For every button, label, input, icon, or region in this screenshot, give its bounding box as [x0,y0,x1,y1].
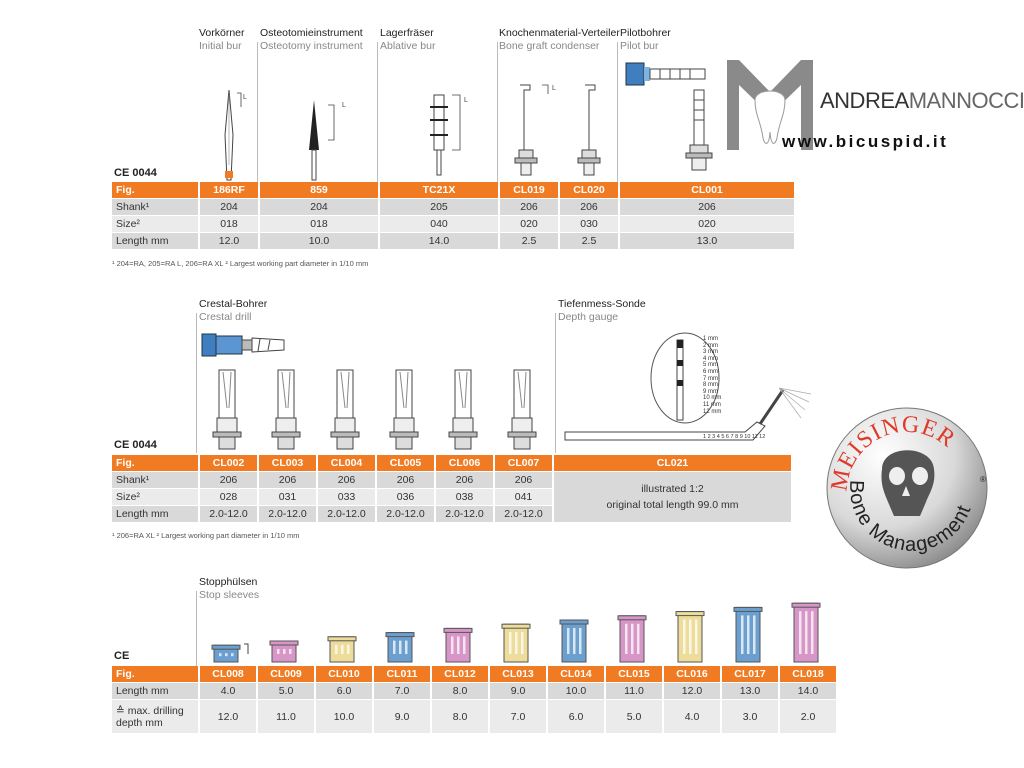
header-osteotomy: Osteotomieinstrument Osteotomy instrumen… [260,27,363,52]
brand-name: ANDREAMANNOCCI [820,88,1024,113]
length-marker [244,643,249,654]
header-ablative: Lagerfräser Ablative bur [380,27,436,52]
stop-sleeve-cl008 [211,644,241,663]
table-row: ≙ max. drilling depth mm 12.0 11.0 10.0 … [112,700,836,734]
gauge-note: illustrated 1:2 original total length 99… [554,472,791,523]
divider [555,313,556,453]
pilot-bur-illustration [625,62,713,171]
section1-table: Fig. 186RF 859 TC21X CL019 CL020 CL001 S… [110,182,796,250]
stop-sleeve-cl011 [385,632,415,663]
tooth-logo-icon [727,60,813,150]
header-pilot: Pilotbohrer Pilot bur [620,27,671,52]
section3-table: Fig. CL008 CL009 CL010 CL011 CL012 CL013… [110,666,838,734]
ce-mark: CE [114,650,130,662]
crestal-drill-handpiece [201,333,285,357]
ablative-illustration: L [430,94,468,176]
divider [617,42,618,182]
osteotomy-illustration: L [309,100,346,181]
stop-sleeve-cl010 [327,636,357,663]
header-initial-bur: Vorkörner Initial bur [199,27,245,52]
stop-sleeve-cl013 [501,623,531,663]
stop-sleeve-cl018 [791,602,821,663]
table-row: Fig. 186RF 859 TC21X CL019 CL020 CL001 [112,182,794,199]
ce-mark: CE 0044 [114,439,157,451]
initial-bur-illustration: L [224,89,247,181]
registered-mark: ® [980,475,986,484]
stop-sleeve-cl009 [269,640,299,663]
table-row: Length mm 12.0 10.0 14.0 2.5 2.5 13.0 [112,233,794,250]
section2-table: Fig. CL002 CL003 CL004 CL005 CL006 CL007… [110,455,793,523]
stop-sleeve-cl012 [443,627,473,663]
stop-sleeve-cl016 [675,611,705,663]
footnote: ¹ 204=RA, 205=RA L, 206=RA XL ² Largest … [112,259,369,268]
bone-graft-illustration: L [514,84,601,176]
gauge-mm-labels: 1 mm 2 mm 3 mm 4 mm 5 mm 6 mm 7 mm 8 mm … [703,336,722,415]
table-row: Length mm 4.0 5.0 6.0 7.0 8.0 9.0 10.0 1… [112,683,836,700]
table-row: Fig. CL008 CL009 CL010 CL011 CL012 CL013… [112,666,836,683]
stop-sleeve-cl017 [733,606,763,663]
meisinger-logo-icon: MEISINGER Bone Management ® [826,407,988,569]
ce-mark: CE 0044 [114,167,157,179]
table-row: Shank¹ 206 206 206 206 206 206 illustrat… [112,472,791,523]
svg-text:L: L [464,97,468,104]
crestal-drills-illustration [212,369,537,450]
gauge-scale: 1 2 3 4 5 6 7 8 9 10 11 12 [703,434,765,440]
header-bone-graft: Knochenmaterial-Verteiler Bone graft con… [499,27,620,52]
svg-text:L: L [552,85,556,92]
table-row: Size² 028 031 033 036 038 041 [112,489,791,506]
stop-sleeves-illustration [211,602,821,663]
table-row: Size² 018 018 040 020 030 020 [112,216,794,233]
depth-gauge-illustration: 1 2 3 4 5 6 7 8 9 10 11 12 [564,332,812,441]
header-stop-sleeves: Stopphülsen Stop sleeves [199,576,260,601]
divider [497,42,498,182]
header-crestal: Crestal-Bohrer Crestal drill [199,298,268,323]
table-row: Length mm 2.0-12.0 2.0-12.0 2.0-12.0 2.0… [112,506,791,523]
svg-text:L: L [342,102,346,109]
website-link[interactable]: www.bicuspid.it [782,132,949,151]
stop-sleeve-cl014 [559,619,589,663]
divider [196,591,197,666]
divider [257,42,258,182]
header-depth-gauge: Tiefenmess-Sonde Depth gauge [558,298,646,323]
divider [196,313,197,453]
footnote: ¹ 206=RA XL ² Largest working part diame… [112,531,300,540]
stop-sleeve-cl015 [617,615,647,663]
table-row: Shank¹ 204 204 205 206 206 206 [112,199,794,216]
divider [377,42,378,182]
table-row: Fig. CL002 CL003 CL004 CL005 CL006 CL007… [112,455,791,472]
svg-text:L: L [243,94,247,101]
